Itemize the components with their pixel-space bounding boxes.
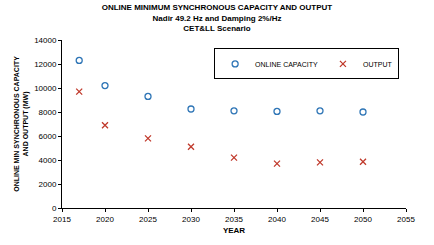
svg-text:2000: 2000 [39,180,57,189]
svg-text:2055: 2055 [397,215,415,224]
svg-text:2035: 2035 [225,215,243,224]
svg-text:0: 0 [52,204,57,213]
svg-text:10000: 10000 [34,84,57,93]
svg-text:ONLINE MIN SYNCHRONOUS CAPACIT: ONLINE MIN SYNCHRONOUS CAPACITYAND OUTPU… [13,56,30,192]
svg-text:2030: 2030 [182,215,200,224]
svg-text:2015: 2015 [53,215,71,224]
svg-text:ONLINE CAPACITY: ONLINE CAPACITY [255,61,318,68]
svg-text:6000: 6000 [39,132,57,141]
svg-text:ONLINE MINIMUM SYNCHRONOUS CAP: ONLINE MINIMUM SYNCHRONOUS CAPACITY AND … [102,3,333,33]
svg-text:2020: 2020 [96,215,114,224]
svg-text:4000: 4000 [39,156,57,165]
svg-text:OUTPUT: OUTPUT [363,61,393,68]
svg-text:8000: 8000 [39,108,57,117]
svg-text:12000: 12000 [34,60,57,69]
svg-text:14000: 14000 [34,36,57,45]
svg-text:2050: 2050 [354,215,372,224]
svg-text:2025: 2025 [139,215,157,224]
svg-text:2040: 2040 [268,215,286,224]
svg-text:YEAR: YEAR [223,226,245,235]
svg-text:2045: 2045 [311,215,329,224]
